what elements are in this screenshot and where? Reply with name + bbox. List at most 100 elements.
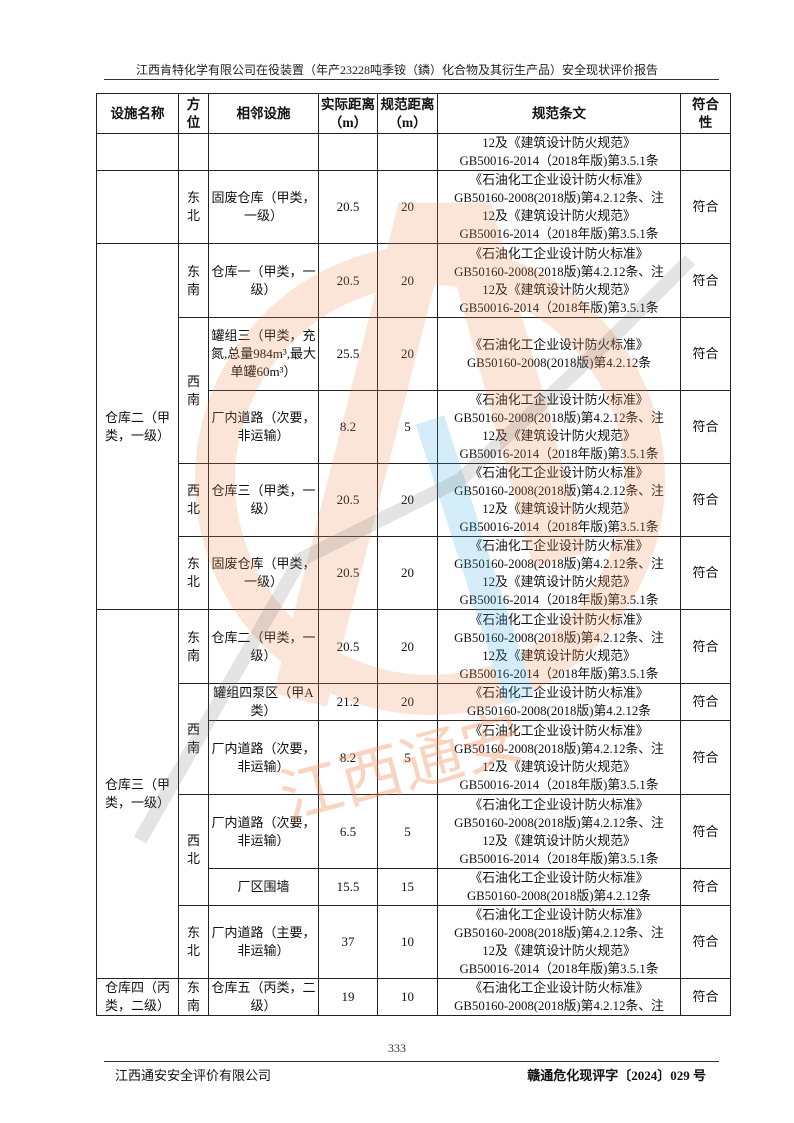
standard-distance-cell: 10 xyxy=(377,905,438,979)
clause-line: GB50016-2014（2018年版)第3.5.1条 xyxy=(459,154,659,168)
adjacent-facility-cell: 厂区围墙 xyxy=(208,868,319,906)
clause-line: GB50160-2008(2018版)第4.2.12条、注 xyxy=(454,815,664,830)
table-row: 12及《建筑设计防火规范》 GB50016-2014（2018年版)第3.5.1条 xyxy=(96,133,731,171)
clause-cell: 《石油化工企业设计防火标准》 GB50160-2008(2018版)第4.2.12… xyxy=(437,868,681,906)
clause-line: 《石油化工企业设计防火标准》 xyxy=(469,686,649,700)
report-header-title: 江西肯特化学有限公司在役装置（年产23228吨季铵（鏻）化合物及其衍生产品）安全… xyxy=(135,63,658,77)
actual-distance-cell: 20.5 xyxy=(318,243,378,318)
adjacent-facility-cell: 固废仓库（甲类，一级） xyxy=(208,536,319,610)
clause-line: GB50160-2008(2018版)第4.2.12条 xyxy=(466,704,652,718)
standard-distance-cell xyxy=(377,133,438,171)
clause-cell: 《石油化工企业设计防火标准》 GB50160-2008(2018版)第4.2.12… xyxy=(437,317,681,391)
standard-distance-cell: 15 xyxy=(377,868,438,906)
clause-cell: 《石油化工企业设计防火标准》 GB50160-2008(2018版)第4.2.12… xyxy=(437,978,681,1016)
actual-distance-cell: 20.5 xyxy=(318,170,378,244)
direction-cell: 东南 xyxy=(178,609,209,684)
clause-line: 12及《建筑设计防火规范》 xyxy=(482,648,636,663)
clause-line: 《石油化工企业设计防火标准》 xyxy=(469,539,649,553)
col-header-direction: 方位 xyxy=(178,93,209,134)
col-header-facility: 设施名称 xyxy=(96,93,179,134)
conformity-cell: 符合 xyxy=(680,868,731,906)
table-row: 厂内道路（次要，非运输） 8.2 5 《石油化工企业设计防火标准》 GB50160-20… xyxy=(97,390,731,464)
clause-line: 《石油化工企业设计防火标准》 xyxy=(469,981,649,995)
adjacent-facility-cell: 厂内道路（次要，非运输） xyxy=(208,794,319,869)
actual-distance-cell: 20.5 xyxy=(318,609,378,684)
clause-line: GB50160-2008(2018版)第4.2.12条、注 xyxy=(454,191,664,205)
actual-distance-cell: 8.2 xyxy=(318,720,378,795)
standard-distance-cell: 5 xyxy=(377,794,438,869)
conformity-cell xyxy=(680,133,731,171)
col-header-standard-distance: 规范距离（m） xyxy=(377,93,438,134)
clause-line: GB50160-2008(2018版)第4.2.12条、注 xyxy=(454,630,664,645)
adjacent-facility-cell: 仓库一（甲类，一级） xyxy=(208,243,319,318)
conformity-cell: 符合 xyxy=(680,463,731,537)
actual-distance-cell: 8.2 xyxy=(318,390,378,464)
conformity-cell: 符合 xyxy=(680,243,731,318)
clause-line: GB50160-2008(2018版)第4.2.12条、注 xyxy=(454,741,664,756)
clause-line: GB50160-2008(2018版)第4.2.12条 xyxy=(466,356,652,370)
adjacent-facility-cell: 仓库二（甲类，一级） xyxy=(208,609,319,684)
actual-distance-cell: 20.5 xyxy=(318,536,378,610)
actual-distance-cell: 6.5 xyxy=(318,794,378,869)
col-header-clause: 规范条文 xyxy=(437,93,681,134)
table-row: 西南 罐组三（甲类，充氮,总量984m³,最大单罐60m³） 25.5 20 《石油化工… xyxy=(97,317,731,464)
clause-cell: 12及《建筑设计防火规范》 GB50016-2014（2018年版)第3.5.1条 xyxy=(437,133,681,171)
standard-distance-cell: 20 xyxy=(377,317,438,391)
distance-table: 设施名称 方位 相邻设施 实际距离（m） 规范距离（m） 规范条文 符合性 12… xyxy=(96,93,731,1016)
clause-line: GB50016-2014（2018年版)第3.5.1条 xyxy=(459,777,659,792)
table-header-row: 设施名称 方位 相邻设施 实际距离（m） 规范距离（m） 规范条文 符合性 xyxy=(96,93,731,134)
direction-cell: 西北 xyxy=(178,794,209,906)
clause-line: 《石油化工企业设计防火标准》 xyxy=(469,871,649,885)
clause-line: 12及《建筑设计防火规范》 xyxy=(482,429,636,443)
clause-line: GB50016-2014（2018年版)第3.5.1条 xyxy=(459,593,659,607)
clause-line: 12及《建筑设计防火规范》 xyxy=(482,944,636,958)
clause-cell: 《石油化工企业设计防火标准》 GB50160-2008(2018版)第4.2.12… xyxy=(437,905,681,979)
conformity-cell: 符合 xyxy=(680,905,731,979)
adjacent-facility-cell: 仓库三（甲类，一级） xyxy=(208,463,319,537)
table-row: 东北 固废仓库（甲类，一级） 20.5 20 《石油化工企业设计防火标准》 GB50160… xyxy=(97,536,731,610)
standard-distance-cell: 20 xyxy=(377,243,438,318)
clause-cell: 《石油化工企业设计防火标准》 GB50160-2008(2018版)第4.2.12… xyxy=(437,609,681,684)
standard-distance-cell: 20 xyxy=(377,683,438,721)
col-header-adjacent: 相邻设施 xyxy=(208,93,319,134)
standard-distance-cell: 5 xyxy=(377,720,438,795)
conformity-cell: 符合 xyxy=(680,609,731,684)
clause-line: 《石油化工企业设计防火标准》 xyxy=(469,612,649,627)
table-row: 西北 仓库三（甲类，一级） 20.5 20 《石油化工企业设计防火标准》 GB50160-… xyxy=(97,463,731,537)
direction-cell: 东北 xyxy=(178,905,209,979)
direction-cell: 西北 xyxy=(178,463,209,537)
facility-name-cell: 仓库三（甲类，一级） xyxy=(96,609,179,979)
page-number: 333 xyxy=(388,1041,406,1055)
direction-cell: 东北 xyxy=(178,536,209,610)
clause-line: GB50016-2014（2018年版)第3.5.1条 xyxy=(459,447,659,461)
clause-line: GB50160-2008(2018版)第4.2.12条、注 xyxy=(454,264,664,279)
clause-line: GB50160-2008(2018版)第4.2.12条、注 xyxy=(454,926,664,940)
table-row: 仓库三（甲类，一级） 东南 仓库二（甲类，一级） 20.5 20 《石油化工企业设计防火标… xyxy=(96,609,731,979)
clause-cell: 《石油化工企业设计防火标准》 GB50160-2008(2018版)第4.2.12… xyxy=(437,243,681,318)
adjacent-facility-cell: 厂内道路（主要，非运输） xyxy=(208,905,319,979)
actual-distance-cell: 21.2 xyxy=(318,683,378,721)
col-header-actual-distance: 实际距离（m） xyxy=(318,93,378,134)
clause-cell: 《石油化工企业设计防火标准》 GB50160-2008(2018版)第4.2.12… xyxy=(437,170,681,244)
clause-cell: 《石油化工企业设计防火标准》 GB50160-2008(2018版)第4.2.12… xyxy=(437,536,681,610)
conformity-cell: 符合 xyxy=(680,317,731,391)
table-row: 仓库二（甲类，一级） 东南 仓库一（甲类，一级） 20.5 20 《石油化工企业设计防火标… xyxy=(96,243,731,610)
facility-name-cell: 仓库四（丙类，二级） xyxy=(96,978,179,1016)
facility-name-cell: 仓库二（甲类，一级） xyxy=(96,243,179,610)
col-header-conformity: 符合性 xyxy=(680,93,731,134)
conformity-cell: 符合 xyxy=(680,390,731,464)
table-row: 西南 罐组四泵区（甲A类） 21.2 20 《石油化工企业设计防火标准》 GB50160-… xyxy=(97,683,731,795)
actual-distance-cell: 25.5 xyxy=(318,317,378,391)
direction-cell: 西南 xyxy=(178,317,209,464)
table-row: 仓库四（丙类，二级） 东南 仓库五（丙类，二级） 19 10 《石油化工企业设计防火标准》… xyxy=(96,978,731,1016)
direction-cell: 西南 xyxy=(178,683,209,795)
table-row: 东北 厂内道路（主要，非运输） 37 10 《石油化工企业设计防火标准》 GB50160-… xyxy=(97,905,731,979)
clause-line: GB50016-2014（2018年版)第3.5.1条 xyxy=(459,962,659,976)
standard-distance-cell: 20 xyxy=(377,536,438,610)
direction-cell: 东南 xyxy=(178,243,209,318)
facility-name-cell xyxy=(96,170,179,244)
clause-line: 12及《建筑设计防火规范》 xyxy=(482,575,636,589)
clause-line: GB50160-2008(2018版)第4.2.12条 xyxy=(466,889,652,903)
clause-cell: 《石油化工企业设计防火标准》 GB50160-2008(2018版)第4.2.12… xyxy=(437,720,681,795)
clause-line: 12及《建筑设计防火规范》 xyxy=(482,833,636,848)
